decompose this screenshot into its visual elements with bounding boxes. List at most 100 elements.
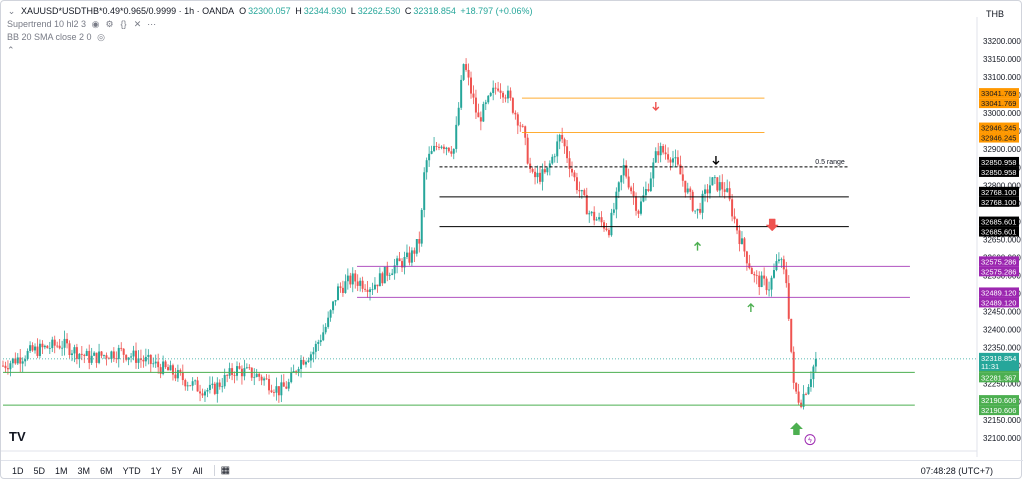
candle-body — [447, 147, 450, 152]
x-tick-label: 18 — [361, 456, 370, 457]
candle-body — [571, 168, 574, 173]
candle-body — [536, 172, 539, 178]
price-level-tag[interactable] — [979, 132, 1019, 143]
candle-body — [575, 177, 578, 191]
candle-body — [339, 286, 342, 288]
y-tick-label: 32800.000 — [983, 181, 1021, 190]
source-code-icon[interactable]: {} — [120, 19, 127, 29]
candle-body — [130, 356, 133, 358]
price-level-tag[interactable] — [979, 287, 1019, 298]
candle-body — [706, 189, 709, 194]
candle-body — [371, 289, 374, 291]
price-level-tag[interactable] — [979, 166, 1019, 177]
candle-body — [334, 300, 337, 302]
range-button-1y[interactable]: 1Y — [150, 465, 162, 476]
candle-body — [122, 348, 125, 355]
price-level-tag-text: 32489.120 — [981, 298, 1016, 307]
candle-body — [300, 359, 303, 370]
y-tick-label: 32100.000 — [983, 434, 1021, 443]
price-level-tag[interactable] — [979, 122, 1019, 133]
price-level-tag[interactable] — [979, 226, 1019, 237]
candle-body — [135, 350, 138, 363]
price-level-tag-text: 32489.120 — [981, 288, 1016, 297]
candle-body — [435, 145, 438, 147]
price-level-tag[interactable] — [979, 405, 1019, 416]
candle-body — [346, 275, 349, 282]
candle-body — [637, 210, 640, 214]
indicator-label-bb[interactable]: BB 20 SMA close 2 0 — [7, 32, 92, 42]
candle-body — [649, 178, 652, 191]
lightning-icon[interactable] — [804, 434, 816, 446]
candle-body — [462, 64, 465, 80]
candle-body — [105, 355, 108, 359]
range-button-all[interactable]: All — [192, 465, 203, 476]
price-level-tag[interactable] — [979, 88, 1019, 99]
candle-body — [814, 358, 817, 367]
price-chart[interactable]: 32100.00032150.00032200.00032250.0003230… — [1, 17, 1021, 457]
range-button-5y[interactable]: 5Y — [171, 465, 183, 476]
candle-body — [494, 87, 497, 89]
range-button-3m[interactable]: 3M — [77, 465, 91, 476]
candle-body — [770, 277, 773, 290]
indicator-row-supertrend[interactable]: Supertrend 10 hl2 3 ◉ ⚙ {} ✕ ⋯ — [7, 18, 534, 31]
price-level-tag[interactable] — [979, 372, 1019, 383]
indicator-label-supertrend[interactable]: Supertrend 10 hl2 3 — [7, 19, 87, 29]
collapse-legend-icon[interactable]: ⌃ — [7, 45, 15, 55]
price-level-tag[interactable] — [979, 297, 1019, 308]
candle-body — [467, 69, 470, 78]
price-level-tag[interactable] — [979, 266, 1019, 277]
candle-body — [102, 355, 105, 357]
eye-icon[interactable]: ◉ — [91, 19, 100, 29]
candle-body — [378, 273, 381, 287]
price-level-tag[interactable] — [979, 256, 1019, 267]
candle-body — [68, 343, 71, 355]
chevron-down-icon[interactable]: ⌄ — [7, 6, 16, 16]
price-level-tag-text: 32281.367 — [981, 373, 1016, 382]
candle-body — [206, 389, 209, 392]
close-icon[interactable]: ✕ — [133, 19, 142, 29]
candle-body — [763, 275, 766, 279]
candle-body — [561, 134, 564, 140]
candle-body — [34, 346, 37, 351]
price-level-tag[interactable] — [979, 186, 1019, 197]
candle-body — [701, 193, 704, 213]
candle-body — [708, 185, 711, 194]
candle-body — [391, 273, 394, 275]
indicator-row-bb[interactable]: BB 20 SMA close 2 0 ◎ — [7, 31, 534, 44]
more-icon[interactable]: ⋯ — [147, 19, 157, 29]
symbol-title[interactable]: XAUUSD*USDTHB*0.49*0.965/0.9999 · 1h · O… — [21, 6, 235, 16]
clock-readout[interactable]: 07:48:28 (UTC+7) — [920, 465, 993, 476]
candle-body — [745, 251, 748, 264]
o-label: O — [239, 6, 247, 16]
candle-body — [43, 345, 46, 348]
eye-off-icon[interactable]: ◎ — [97, 32, 105, 42]
candle-body — [605, 228, 608, 231]
candle-body — [162, 361, 165, 374]
price-level-tag[interactable] — [979, 196, 1019, 207]
price-level-tag-text: 32768.100 — [981, 198, 1016, 207]
signal-arrow-up — [747, 302, 755, 312]
x-tick-label: 14 — [247, 456, 256, 457]
calendar-range-icon[interactable]: ▦ — [220, 464, 231, 476]
range-button-5d[interactable]: 5D — [33, 465, 46, 476]
price-level-tag[interactable] — [979, 216, 1019, 227]
current-price-tag[interactable] — [979, 352, 1019, 371]
candle-body — [425, 160, 428, 173]
range-button-1d[interactable]: 1D — [12, 465, 24, 476]
x-tick-label: 03:00 — [143, 456, 164, 457]
y-tick-label: 32250.000 — [983, 380, 1021, 389]
candle-body — [260, 376, 263, 381]
price-level-tag[interactable] — [979, 395, 1019, 406]
price-level-tag[interactable] — [979, 98, 1019, 109]
range-button-1m[interactable]: 1M — [55, 465, 68, 476]
candle-body — [297, 369, 300, 372]
y-tick-label: 33100.000 — [983, 73, 1021, 82]
range-button-ytd[interactable]: YTD — [122, 465, 141, 476]
settings-icon[interactable]: ⚙ — [105, 19, 114, 29]
range-button-6m[interactable]: 6M — [100, 465, 113, 476]
candle-body — [341, 287, 344, 293]
price-level-tag[interactable] — [979, 156, 1019, 167]
price-level-tag-text: 33041.769 — [981, 99, 1016, 108]
candle-body — [543, 169, 546, 173]
candle-body — [721, 182, 724, 190]
